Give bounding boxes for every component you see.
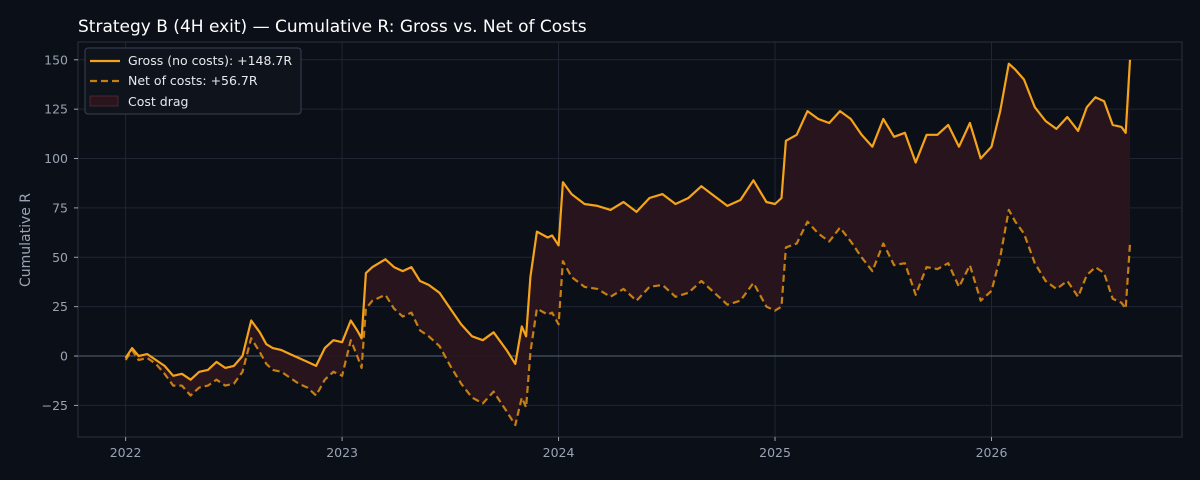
x-tick-label: 2025 xyxy=(759,445,791,460)
y-tick-label: 50 xyxy=(52,250,68,265)
legend-label-cost-drag: Cost drag xyxy=(128,94,188,109)
legend-swatch-cost-drag xyxy=(89,95,119,107)
legend-box xyxy=(84,47,302,115)
x-tick-label: 2023 xyxy=(326,445,358,460)
x-tick-label: 2024 xyxy=(543,445,575,460)
x-axis-ticks: 2022 2023 2024 2025 2026 xyxy=(110,437,1008,460)
plot-frame xyxy=(77,41,1183,438)
legend: Gross (no costs): +148.7R Net of costs: … xyxy=(84,47,302,115)
legend-label-gross: Gross (no costs): +148.7R xyxy=(128,53,292,68)
y-axis-ticks: −25 0 25 50 75 100 125 150 xyxy=(42,52,78,413)
chart-title: Strategy B (4H exit) — Cumulative R: Gro… xyxy=(78,17,587,37)
y-tick-label: 0 xyxy=(60,349,68,364)
y-tick-label: −25 xyxy=(42,398,68,413)
y-tick-label: 75 xyxy=(52,200,68,215)
cost-drag-area xyxy=(125,59,1131,426)
y-tick-label: 150 xyxy=(44,52,68,67)
x-tick-label: 2022 xyxy=(110,445,142,460)
series-line-gross xyxy=(124,59,1132,381)
y-axis-label: Cumulative R xyxy=(18,193,34,287)
y-tick-label: 100 xyxy=(44,151,68,166)
cost-drag-fill xyxy=(125,59,1131,426)
series-line-net xyxy=(124,208,1132,427)
legend-label-net: Net of costs: +56.7R xyxy=(128,73,258,88)
y-tick-label: 25 xyxy=(52,299,68,314)
series-lines xyxy=(124,59,1132,427)
x-tick-label: 2026 xyxy=(976,445,1008,460)
y-tick-label: 125 xyxy=(44,102,68,117)
